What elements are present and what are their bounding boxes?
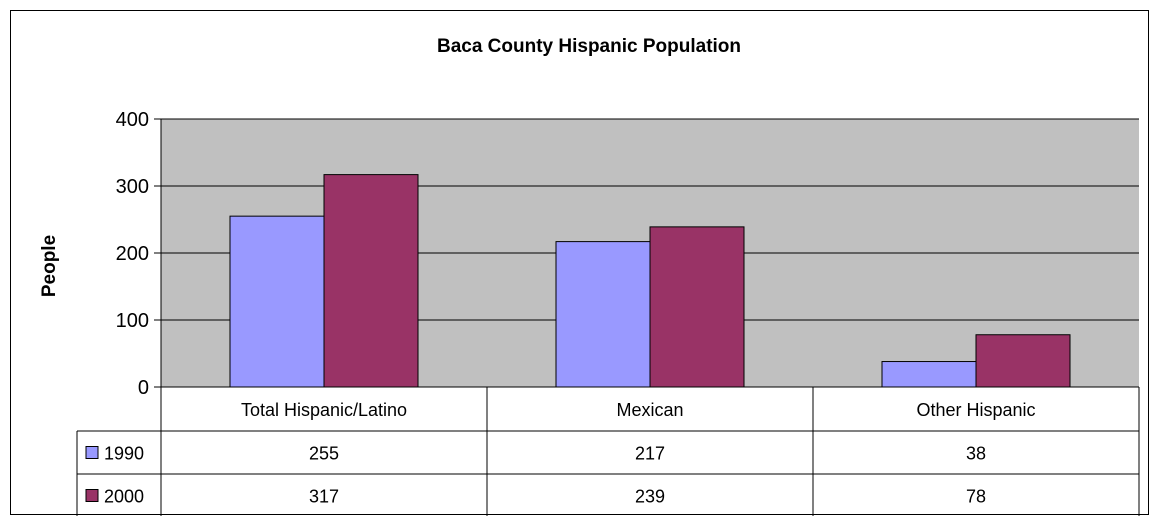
data-label: 255 <box>309 444 339 464</box>
y-tick-label: 100 <box>116 310 149 332</box>
data-label: 217 <box>635 444 665 464</box>
legend-label: 2000 <box>104 487 144 507</box>
legend-label: 1990 <box>104 444 144 464</box>
chart-title: Baca County Hispanic Population <box>437 36 741 57</box>
y-axis-label: People <box>39 235 60 297</box>
y-axis-ticks: 0 100 200 300 400 <box>116 109 162 399</box>
category-label: Total Hispanic/Latino <box>241 400 407 420</box>
y-tick-label: 400 <box>116 109 149 131</box>
y-tick-label: 300 <box>116 176 149 198</box>
y-tick-label: 200 <box>116 243 149 265</box>
chart-frame: Baca County Hispanic Population People 0… <box>10 10 1149 516</box>
data-label: 239 <box>635 487 665 507</box>
bar-chart: Baca County Hispanic Population People 0… <box>39 36 1140 516</box>
y-tick-label: 0 <box>138 377 149 399</box>
data-table: Total Hispanic/Latino Mexican Other Hispan… <box>76 387 1140 516</box>
category-label: Mexican <box>616 400 683 420</box>
bar-1990-0 <box>229 215 325 388</box>
bar-1990-2 <box>881 361 977 388</box>
bar-2000-2 <box>975 334 1071 388</box>
data-label: 317 <box>309 487 339 507</box>
bar-1990-1 <box>555 241 651 388</box>
bar-2000-1 <box>649 226 745 388</box>
bar-2000-0 <box>323 174 419 388</box>
category-label: Other Hispanic <box>916 400 1035 420</box>
bars <box>161 174 1139 388</box>
data-label: 78 <box>966 487 986 507</box>
legend-swatch-2000 <box>85 489 99 502</box>
legend-swatch-1990 <box>85 446 99 459</box>
data-label: 38 <box>966 444 986 464</box>
